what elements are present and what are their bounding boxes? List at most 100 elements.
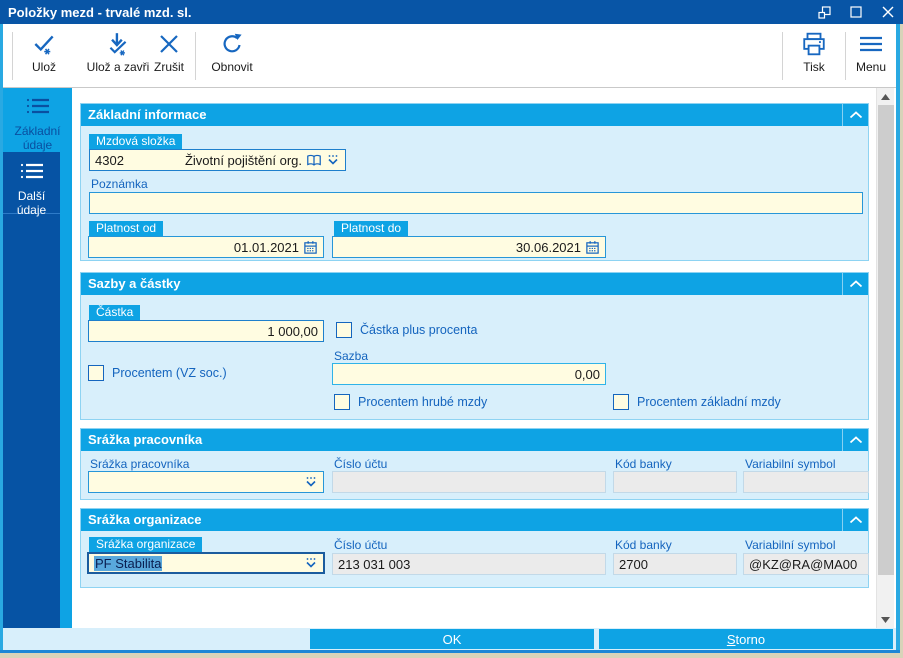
sidebar-tab-zakladni-udaje[interactable]: Základní údaje <box>3 88 72 152</box>
section-title: Srážka pracovníka <box>88 432 203 447</box>
section-header: Sazby a částky <box>81 273 868 295</box>
book-icon[interactable] <box>306 154 322 167</box>
save-button[interactable]: Ulož <box>19 30 69 84</box>
toolbar-separator <box>195 32 196 80</box>
refresh-button[interactable]: Obnovit <box>203 30 261 84</box>
sidebar-tab-label: Základní údaje <box>14 124 61 152</box>
srazka-organizace-label: Srážka organizace <box>89 537 203 552</box>
section-header: Srážka pracovníka <box>81 429 868 451</box>
cislo-uctu-label: Číslo účtu <box>334 457 388 471</box>
collapse-section-button[interactable] <box>842 104 868 126</box>
toolbar-separator <box>845 32 846 80</box>
section-header: Srážka organizace <box>81 509 868 531</box>
collapse-section-button[interactable] <box>842 273 868 295</box>
cancel-button[interactable]: Zrušit <box>145 30 193 84</box>
variabilni-symbol-field <box>743 471 869 493</box>
procentem-zakladni-mzdy-checkbox-group[interactable]: Procentem základní mzdy <box>613 394 781 410</box>
cislo-uctu-field <box>332 471 606 493</box>
platnost-od-value: 01.01.2021 <box>233 239 299 255</box>
ok-button[interactable]: OK <box>310 629 594 649</box>
dropdown-icon[interactable] <box>304 476 318 488</box>
castka-label: Částka <box>89 305 141 320</box>
window-controls <box>815 0 897 24</box>
menu-button[interactable]: Menu <box>848 30 894 84</box>
castka-field[interactable]: 1 000,00 <box>88 320 324 342</box>
close-icon[interactable] <box>879 3 897 21</box>
dropdown-icon[interactable] <box>326 154 340 166</box>
toolbar-separator <box>782 32 783 80</box>
platnost-do-field[interactable]: 30.06.2021 <box>332 236 606 258</box>
cancel-icon <box>157 30 181 58</box>
castka-plus-procenta-checkbox[interactable] <box>336 322 352 338</box>
poznamka-input[interactable] <box>89 192 863 214</box>
cislo-uctu-label: Číslo účtu <box>334 538 388 552</box>
variabilni-symbol-value: @KZ@RA@MA00 <box>749 556 858 572</box>
srazka-pracovnika-combo[interactable] <box>88 471 324 493</box>
sidebar-tab-label: Další údaje <box>16 189 47 217</box>
save-and-close-button[interactable]: Ulož a zavři <box>75 30 161 84</box>
scrollbar-thumb[interactable] <box>878 105 894 575</box>
sazba-field[interactable]: 0,00 <box>332 363 606 385</box>
sazba-value: 0,00 <box>574 366 600 382</box>
print-button[interactable]: Tisk <box>790 30 838 84</box>
save-label: Ulož <box>31 60 56 74</box>
vertical-scrollbar[interactable] <box>876 88 894 628</box>
sidebar-active-strip <box>60 88 72 628</box>
titlebar: Položky mezd - trvalé mzd. sl. <box>0 0 903 24</box>
scroll-down-icon[interactable] <box>877 611 894 628</box>
collapse-section-button[interactable] <box>842 429 868 451</box>
menu-label: Menu <box>855 60 887 74</box>
kod-banky-value: 2700 <box>619 556 648 572</box>
procentem-vz-soc-checkbox[interactable] <box>88 365 104 381</box>
window-border-right <box>896 24 900 653</box>
procentem-vz-soc-checkbox-group[interactable]: Procentem (VZ soc.) <box>88 365 227 381</box>
refresh-label: Obnovit <box>211 60 253 74</box>
footer: OK Storno <box>3 628 896 650</box>
castka-plus-procenta-checkbox-group[interactable]: Částka plus procenta <box>336 322 477 338</box>
storno-label-rest: torno <box>735 631 766 647</box>
kod-banky-field <box>613 471 737 493</box>
kod-banky-field: 2700 <box>613 553 737 575</box>
checkbox-label: Procentem (VZ soc.) <box>112 366 227 380</box>
procentem-hrube-mzdy-checkbox[interactable] <box>334 394 350 410</box>
calendar-icon[interactable] <box>303 240 318 255</box>
dropdown-icon[interactable] <box>304 557 318 569</box>
storno-label: S <box>726 631 736 647</box>
variabilni-symbol-label: Variabilní symbol <box>745 538 836 552</box>
kod-banky-label: Kód banky <box>615 457 672 471</box>
storno-button[interactable]: Storno <box>599 629 893 649</box>
variabilni-symbol-field: @KZ@RA@MA00 <box>743 553 869 575</box>
list-icon <box>19 162 45 183</box>
collapse-section-button[interactable] <box>842 509 868 531</box>
srazka-organizace-combo[interactable]: PF Stabilita <box>87 552 325 574</box>
kod-banky-label: Kód banky <box>615 538 672 552</box>
sidebar-tab-dalsi-udaje[interactable]: Další údaje <box>3 153 60 217</box>
platnost-do-label: Platnost do <box>334 221 409 236</box>
calendar-icon[interactable] <box>585 240 600 255</box>
section-header: Základní informace <box>81 104 868 126</box>
print-label: Tisk <box>803 60 825 74</box>
list-icon <box>25 97 51 118</box>
restore-window-icon[interactable] <box>815 3 833 21</box>
menu-icon <box>857 30 885 58</box>
save-and-close-label: Ulož a zavři <box>86 60 150 74</box>
platnost-od-label: Platnost od <box>89 221 164 236</box>
section-title: Srážka organizace <box>88 512 202 527</box>
checkbox-label: Procentem základní mzdy <box>637 395 781 409</box>
srazka-pracovnika-label: Srážka pracovníka <box>90 457 190 471</box>
platnost-od-field[interactable]: 01.01.2021 <box>88 236 324 258</box>
sazba-label: Sazba <box>334 349 369 363</box>
ok-label: OK <box>442 631 462 647</box>
mzdova-slozka-field[interactable]: 4302 Životní pojištění org. <box>89 149 346 171</box>
toolbar: Ulož Ulož a zavři Zrušit Obnovit Tisk Me… <box>3 24 896 88</box>
cislo-uctu-value: 213 031 003 <box>338 556 411 572</box>
window-border-left <box>0 24 3 653</box>
maximize-icon[interactable] <box>847 3 865 21</box>
procentem-hrube-mzdy-checkbox-group[interactable]: Procentem hrubé mzdy <box>334 394 487 410</box>
procentem-zakladni-mzdy-checkbox[interactable] <box>613 394 629 410</box>
scroll-up-icon[interactable] <box>877 88 894 105</box>
save-icon <box>31 30 57 58</box>
poznamka-label: Poznámka <box>91 177 148 191</box>
section-zakladni-informace: Základní informace Mzdová složka 4302 Ži… <box>80 103 869 261</box>
section-sazby-a-castky: Sazby a částky Částka 1 000,00 Částka pl… <box>80 272 869 420</box>
